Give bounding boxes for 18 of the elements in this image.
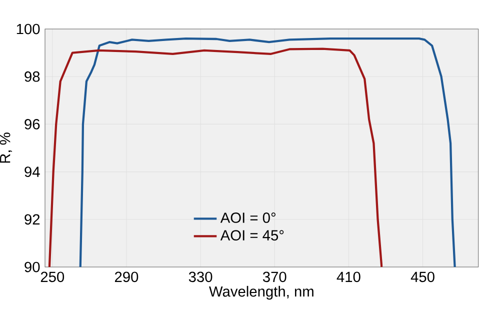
x-tick-label: 370: [262, 272, 286, 282]
y-axis-title: R, %: [0, 132, 12, 163]
line-series: [79, 37, 456, 268]
x-axis-title: Wavelength, nm: [209, 286, 314, 300]
x-tick-label: 330: [188, 272, 212, 282]
x-tick-label: 450: [410, 272, 434, 282]
x-tick-label: 250: [40, 272, 64, 282]
y-tick-label: 100: [16, 24, 40, 34]
y-tick-label: 90: [24, 262, 40, 272]
y-tick-label: 96: [24, 119, 40, 130]
y-tick-label: 98: [24, 71, 40, 82]
legend-label: AOI = 0°: [220, 212, 276, 223]
x-tick-label: 290: [114, 272, 138, 282]
x-tick-label: 410: [336, 272, 360, 282]
y-tick-label: 94: [24, 166, 40, 177]
y-tick-label: 92: [24, 214, 40, 225]
line-series: [48, 48, 383, 268]
legend-label: AOI = 45°: [220, 230, 284, 241]
